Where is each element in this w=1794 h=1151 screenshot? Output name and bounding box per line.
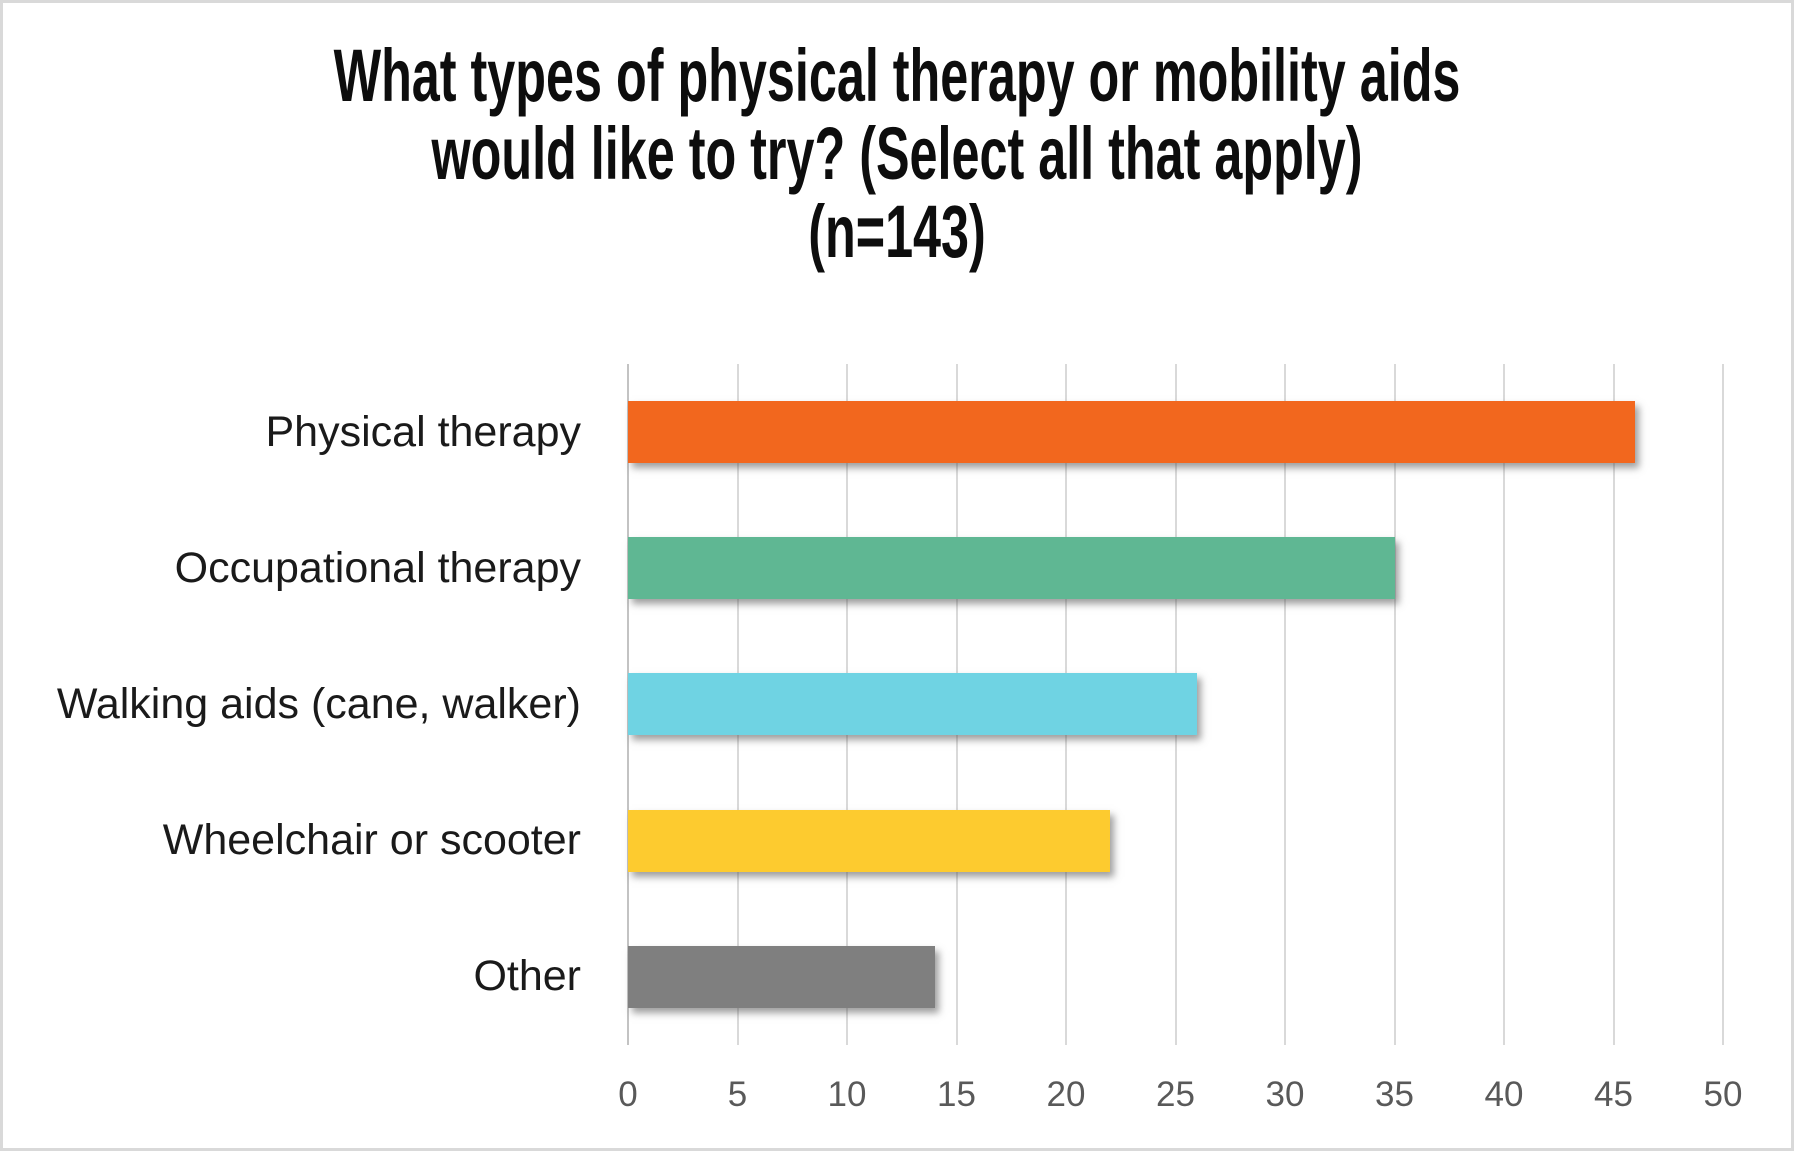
chart-title-line-3: (n=143): [808, 190, 986, 273]
bar-row: [628, 773, 1723, 909]
category-label-physical-therapy: Physical therapy: [265, 407, 582, 456]
x-tick-label: 20: [1046, 1075, 1086, 1114]
gridline: [1722, 364, 1724, 1045]
bar-wheelchair-scooter: [628, 809, 1110, 872]
x-tick-label: 35: [1375, 1075, 1414, 1114]
plot-area: [627, 364, 1724, 1045]
x-axis-tick-labels: 0 5 10 15 20 25 30 35 40 45 50: [618, 1075, 1742, 1123]
bar-series: [628, 364, 1723, 1045]
gridline: [1284, 364, 1286, 1045]
x-tick-label: 40: [1484, 1075, 1524, 1114]
x-tick-label: 30: [1265, 1075, 1305, 1114]
gridline: [1503, 364, 1505, 1045]
x-tick-label: 25: [1156, 1075, 1195, 1114]
category-label-other: Other: [473, 952, 581, 1001]
category-label-walking-aids: Walking aids (cane, walker): [56, 679, 581, 728]
bar-occupational-therapy: [628, 537, 1395, 600]
chart-title-line-2: would like to try? (Select all that appl…: [431, 112, 1363, 195]
x-tick-label: 5: [727, 1075, 748, 1114]
gridline: [1393, 364, 1396, 1045]
category-axis-labels: Physical therapy Occupational therapy Wa…: [3, 364, 581, 1045]
gridline: [1612, 364, 1615, 1045]
bar-physical-therapy: [628, 401, 1636, 464]
x-tick-label: 50: [1703, 1075, 1743, 1114]
chart-title-line-1: What types of physical therapy or mobili…: [333, 34, 1461, 117]
category-label-wheelchair-scooter: Wheelchair or scooter: [162, 816, 581, 865]
x-tick-label: 15: [937, 1075, 976, 1114]
x-tick-label: 45: [1594, 1075, 1633, 1114]
bar-row: [628, 909, 1723, 1045]
bar-row: [628, 636, 1723, 772]
chart-title: What types of physical therapy or mobili…: [289, 37, 1505, 271]
category-label-occupational-therapy: Occupational therapy: [174, 543, 581, 592]
x-tick-label: 0: [618, 1075, 638, 1114]
x-tick-label: 10: [827, 1075, 867, 1114]
bar-row: [628, 500, 1723, 636]
bar-row: [628, 364, 1723, 500]
bar-walking-aids: [628, 673, 1198, 736]
bar-other: [628, 945, 935, 1008]
